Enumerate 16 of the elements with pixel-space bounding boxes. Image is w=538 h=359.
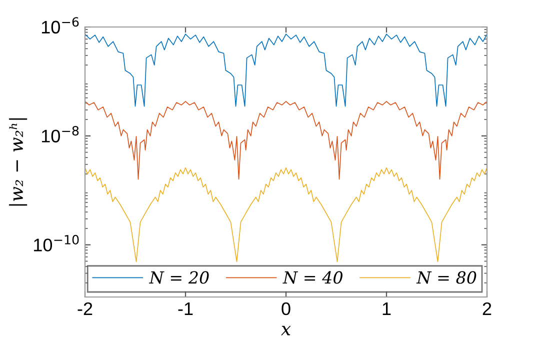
x-tick-label: -1: [178, 302, 193, 315]
x-tick-label: 1: [382, 302, 391, 315]
line-series: [85, 34, 487, 107]
y-tick-label: 10$^{−6}$: [42, 17, 79, 34]
x-tick-label: 0: [282, 302, 290, 316]
line-series: [85, 100, 487, 180]
x-tick-label: 2: [482, 302, 492, 315]
x-tick-label: -2: [78, 302, 92, 315]
legend-label: N = 40: [282, 271, 342, 284]
line-series: [85, 167, 487, 262]
x-axis-title: x: [280, 326, 291, 336]
y-axis-title: |w₂ − w₂ʰ|: [9, 118, 28, 206]
y-tick-label: 10$^{−10}$: [34, 234, 79, 252]
legend-label: N = 80: [416, 271, 476, 284]
legend-label: N = 20: [148, 271, 209, 284]
y-tick-label: 10$^{−8}$: [42, 126, 79, 142]
